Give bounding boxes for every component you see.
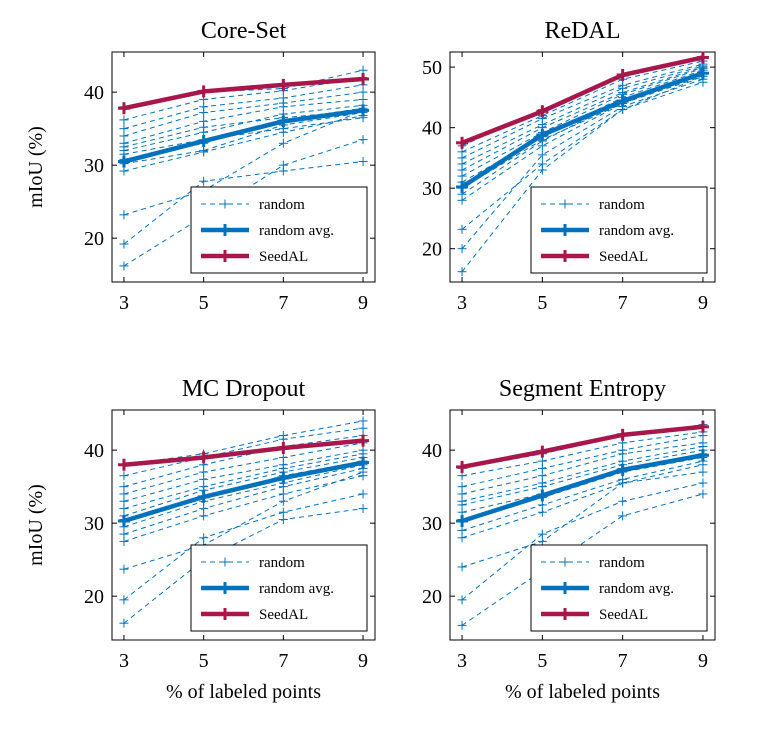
x-tick-label: 7 — [278, 650, 288, 672]
y-tick-label: 30 — [84, 513, 104, 535]
seedal-series — [456, 51, 709, 148]
x-tick-label: 5 — [199, 650, 209, 672]
random-run-line — [462, 461, 703, 530]
y-tick-label: 40 — [84, 440, 104, 462]
x-tick-label: 5 — [199, 292, 209, 314]
seedal-line — [462, 57, 703, 142]
random-run-line — [124, 450, 363, 501]
legend-label: SeedAL — [599, 607, 648, 623]
random-run-line — [462, 443, 703, 494]
y-tick-label: 20 — [84, 586, 104, 608]
random-run-line — [462, 465, 703, 538]
y-tick-label: 30 — [84, 155, 104, 177]
legend: random random avg. SeedAL — [191, 545, 367, 631]
legend-label: SeedAL — [259, 607, 308, 623]
seedal-series — [118, 73, 369, 114]
x-tick-label: 3 — [119, 292, 129, 314]
random-avg-series — [118, 104, 369, 167]
x-tick-label: 3 — [119, 650, 129, 672]
seedal-series — [118, 435, 369, 471]
x-tick-label: 7 — [278, 292, 288, 314]
random-run-line — [462, 432, 703, 476]
y-tick-label: 30 — [422, 178, 442, 200]
random-run-line — [124, 116, 363, 171]
legend-label: random — [599, 555, 645, 571]
panel-3: MC Dropout 3 5 7 9 20 30 40 mIoU (%) % of labeled… — [25, 376, 375, 703]
x-tick-label: 9 — [698, 292, 708, 314]
legend: random random avg. SeedAL — [191, 187, 367, 273]
x-tick-label: 3 — [457, 292, 467, 314]
random-run-line — [124, 468, 363, 534]
legend-label: random — [599, 197, 645, 213]
legend-label: SeedAL — [599, 249, 648, 265]
legend: random random avg. SeedAL — [531, 545, 707, 631]
x-axis-label: % of labeled points — [166, 681, 321, 703]
legend-label: SeedAL — [259, 249, 308, 265]
panel-title: Core-Set — [201, 18, 287, 44]
legend-label: random — [259, 197, 305, 213]
legend-label: random — [259, 555, 305, 571]
panel-title: MC Dropout — [182, 376, 306, 402]
x-axis-label: % of labeled points — [505, 681, 660, 703]
random-run-line — [124, 105, 363, 150]
x-tick-label: 9 — [358, 650, 368, 672]
y-tick-label: 40 — [422, 118, 442, 140]
legend-label: random avg. — [259, 581, 334, 597]
y-axis-label: mIoU (%) — [25, 484, 47, 566]
x-tick-label: 5 — [537, 650, 547, 672]
random-run-line — [462, 61, 703, 152]
legend-label: random avg. — [599, 581, 674, 597]
random-avg-line — [462, 455, 703, 521]
x-tick-label: 5 — [537, 292, 547, 314]
x-tick-label: 3 — [457, 650, 467, 672]
random-run-line — [462, 58, 703, 146]
random-run-line — [124, 85, 363, 129]
legend-label: random avg. — [599, 223, 674, 239]
y-tick-label: 50 — [422, 57, 442, 79]
y-tick-label: 30 — [422, 513, 442, 535]
x-tick-label: 9 — [358, 292, 368, 314]
random-run-line — [462, 447, 703, 502]
y-tick-label: 40 — [422, 440, 442, 462]
x-tick-label: 7 — [618, 650, 628, 672]
panel-1: Core-Set 3 5 7 9 20 30 40 mIoU (%) random random a… — [25, 18, 375, 314]
y-axis-label: mIoU (%) — [25, 126, 47, 208]
random-avg-series — [118, 457, 369, 527]
x-tick-label: 9 — [698, 650, 708, 672]
random-run-line — [124, 465, 363, 527]
random-run-line — [462, 66, 703, 164]
legend: random random avg. SeedAL — [531, 187, 707, 273]
y-tick-label: 40 — [84, 82, 104, 104]
y-tick-label: 20 — [422, 586, 442, 608]
y-tick-label: 20 — [422, 239, 442, 261]
x-tick-label: 7 — [618, 292, 628, 314]
y-tick-label: 20 — [84, 228, 104, 250]
panel-4: Segment Entropy 3 5 7 9 20 30 40 % of labeled po… — [422, 376, 715, 703]
legend-label: random avg. — [259, 223, 334, 239]
seedal-series — [456, 421, 709, 473]
panel-2: ReDAL 3 5 7 9 20 30 40 50 random random avg. SeedAL — [422, 18, 715, 314]
random-run-line — [124, 99, 363, 143]
panel-title: Segment Entropy — [499, 376, 666, 402]
panel-title: ReDAL — [545, 18, 621, 44]
random-run-line — [462, 64, 703, 158]
seedal-line — [124, 79, 363, 108]
